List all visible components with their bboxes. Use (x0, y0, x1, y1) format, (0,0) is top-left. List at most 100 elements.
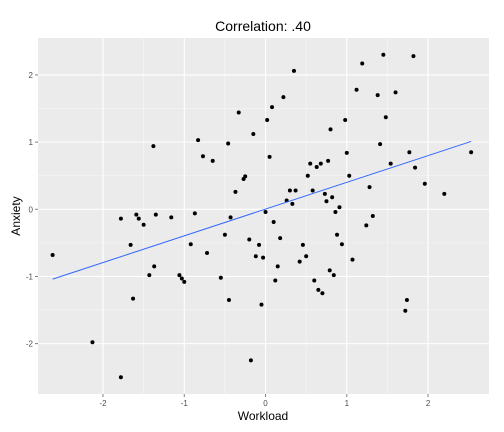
data-point (442, 191, 447, 196)
data-point (182, 279, 187, 284)
data-point (322, 191, 327, 196)
x-tick-label: 0 (263, 399, 268, 408)
data-point (310, 188, 315, 193)
data-point (337, 205, 342, 210)
data-point (326, 158, 331, 163)
y-tick-label: 1 (29, 138, 34, 147)
data-point (270, 105, 275, 110)
y-tick-label: 2 (29, 71, 34, 80)
data-point (177, 273, 182, 278)
y-tick-label: 0 (29, 205, 34, 214)
x-axis-label: Workload (238, 409, 288, 423)
data-point (388, 161, 393, 166)
gridlines (38, 38, 489, 394)
data-point (275, 264, 280, 269)
data-point (333, 209, 338, 214)
data-point (253, 254, 258, 259)
data-point (367, 185, 372, 190)
data-point (267, 154, 272, 159)
data-point (339, 242, 344, 247)
chart-title: Correlation: .40 (215, 18, 311, 34)
data-point (236, 110, 241, 115)
data-point (364, 223, 369, 228)
data-point (169, 215, 174, 220)
data-point (259, 302, 264, 307)
data-point (233, 189, 238, 194)
data-point (320, 291, 325, 296)
plot-panel (38, 38, 489, 394)
data-point (281, 95, 286, 100)
data-point (179, 276, 184, 281)
y-axis-label: Anxiety (9, 196, 23, 235)
fit-line (52, 140, 472, 280)
data-point (291, 68, 296, 73)
data-point (330, 195, 335, 200)
data-point (297, 259, 302, 264)
data-point (226, 297, 231, 302)
data-points (50, 52, 474, 380)
data-point (381, 52, 386, 57)
data-point (324, 199, 329, 204)
data-point (90, 340, 95, 345)
data-point (151, 144, 156, 149)
data-point (205, 250, 210, 255)
data-point (316, 287, 321, 292)
data-point (136, 216, 141, 221)
data-point (327, 268, 332, 273)
data-point (141, 222, 146, 227)
data-point (251, 132, 256, 137)
data-point (393, 90, 398, 95)
x-tick-label: 1 (345, 399, 350, 408)
data-point (328, 127, 333, 132)
data-point (404, 297, 409, 302)
data-point (331, 273, 336, 278)
data-point (407, 150, 412, 155)
data-point (422, 181, 427, 186)
data-point (411, 54, 416, 59)
data-point (305, 173, 310, 178)
data-point (300, 242, 305, 247)
data-point (134, 212, 139, 217)
y-tick-label: -1 (26, 272, 34, 281)
data-point (314, 164, 319, 169)
data-point (308, 161, 313, 166)
data-point (50, 252, 55, 257)
data-point (147, 273, 152, 278)
data-point (128, 242, 133, 247)
data-point (354, 87, 359, 92)
data-point (375, 93, 380, 98)
data-point (257, 242, 262, 247)
data-point (152, 264, 157, 269)
data-point (350, 257, 355, 262)
fit-line-group (52, 140, 472, 280)
data-point (153, 212, 158, 217)
data-point (243, 174, 248, 179)
data-point (360, 61, 365, 66)
data-point (222, 232, 227, 237)
data-point (290, 201, 295, 206)
data-point (261, 255, 266, 260)
data-point (343, 117, 348, 122)
data-point (383, 115, 388, 120)
data-point (226, 141, 231, 146)
data-point (118, 216, 123, 221)
data-point (192, 211, 197, 216)
data-point (304, 254, 309, 259)
data-point (210, 158, 215, 163)
x-tick-label: 2 (426, 399, 431, 408)
data-point (228, 215, 233, 220)
data-point (196, 138, 201, 143)
data-point (188, 242, 193, 247)
data-point (278, 236, 283, 241)
data-point (370, 214, 375, 218)
y-tick-label: -2 (26, 340, 34, 349)
data-point (344, 150, 349, 155)
data-point (403, 308, 408, 313)
x-tick-label: -1 (181, 399, 189, 408)
data-point (118, 375, 123, 380)
data-point (131, 296, 136, 301)
data-point (287, 188, 292, 193)
data-point (335, 232, 340, 237)
x-axis: -2 -1 0 1 2 (99, 394, 431, 408)
